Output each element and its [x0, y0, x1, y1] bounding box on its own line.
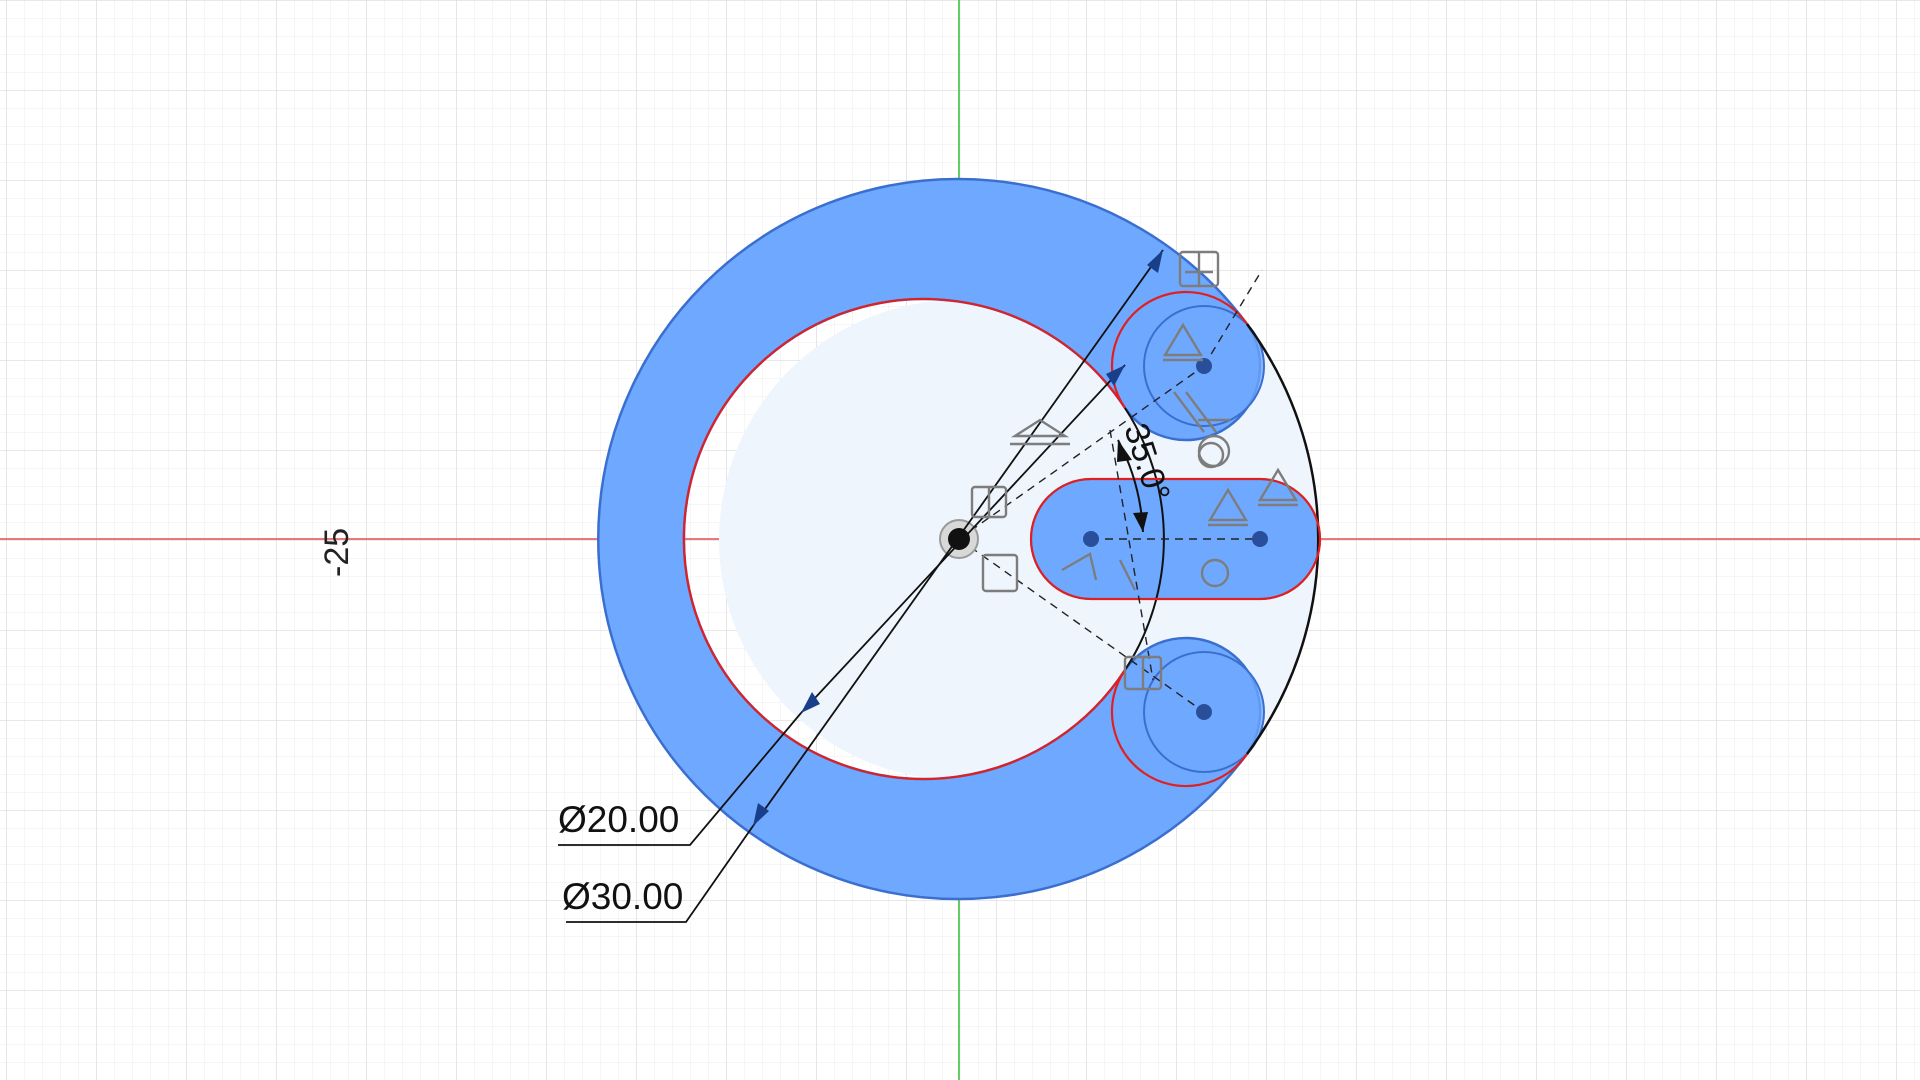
tangent-constraint-icon[interactable] — [1162, 322, 1204, 362]
upper-end-center-point[interactable] — [1196, 358, 1212, 374]
midpoint-constraint-icon-lower[interactable] — [1123, 655, 1163, 691]
inner-diameter-dimension[interactable]: Ø20.00 — [558, 799, 679, 840]
horizontal-constraint-icon[interactable] — [1010, 418, 1070, 446]
diameter-leaders — [558, 249, 1164, 923]
slot-edge[interactable] — [1029, 477, 1322, 601]
coincident-constraint-icon-slot[interactable] — [1061, 552, 1137, 591]
outer-arc-right[interactable] — [1245, 323, 1320, 755]
slot-right-center-point[interactable] — [1252, 531, 1268, 547]
slot-left-center-point[interactable] — [1083, 531, 1099, 547]
construction-lines — [958, 269, 1263, 713]
tangent-constraint-icon-slot[interactable] — [1200, 487, 1249, 588]
outer-diameter-dimension[interactable]: Ø30.00 — [562, 876, 683, 917]
inner-circle-edge[interactable] — [682, 297, 1126, 781]
equal-constraint-icon[interactable] — [1173, 391, 1225, 469]
diameter-arrowheads — [753, 250, 1163, 826]
lower-end-edge[interactable] — [1110, 669, 1248, 788]
angle-arrow-bottom — [1133, 512, 1148, 532]
midpoint-constraint-icon-slot[interactable] — [970, 485, 1019, 593]
midpoint-constraint-icon[interactable] — [1178, 250, 1220, 288]
axis-tick-label: -25 — [318, 528, 356, 577]
constraint-glyphs — [970, 250, 1299, 691]
horizontal-constraint-icon-right[interactable] — [1257, 467, 1299, 507]
angle-arrow-top — [1117, 440, 1132, 462]
lower-end-center-point[interactable] — [1196, 704, 1212, 720]
